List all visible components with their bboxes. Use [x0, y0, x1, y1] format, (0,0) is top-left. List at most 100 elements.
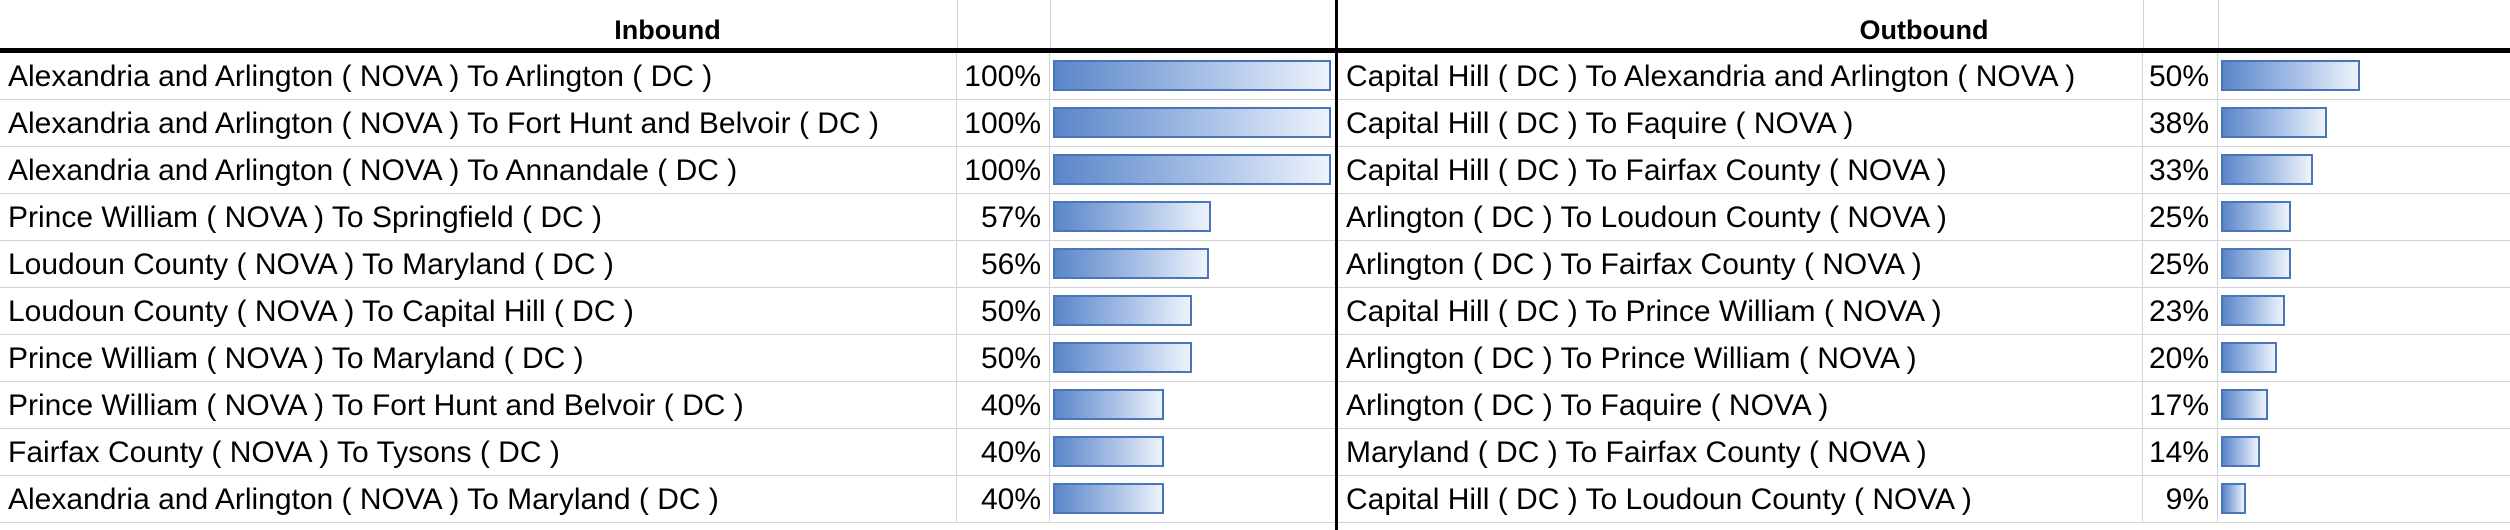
inbound-panel: Inbound Alexandria and Arlington ( NOVA … — [0, 0, 1335, 523]
table-row: Alexandria and Arlington ( NOVA ) To For… — [0, 100, 1335, 147]
inbound-rows: Alexandria and Arlington ( NOVA ) To Arl… — [0, 53, 1335, 523]
percent-label: 25% — [2143, 194, 2218, 240]
route-label: Arlington ( DC ) To Faquire ( NOVA ) — [1338, 382, 2143, 428]
route-label: Alexandria and Arlington ( NOVA ) To Ann… — [0, 147, 957, 193]
bar-cell — [1050, 382, 1332, 428]
bar-cell — [2218, 147, 2503, 193]
percent-label: 23% — [2143, 288, 2218, 334]
header-separator — [2218, 0, 2219, 48]
inbound-header: Inbound — [0, 0, 1335, 53]
bar-cell — [1050, 100, 1332, 146]
bar-cell — [1050, 476, 1332, 522]
data-bar — [2221, 342, 2277, 373]
bar-cell — [2218, 194, 2503, 240]
data-bar — [2221, 483, 2247, 514]
route-label: Alexandria and Arlington ( NOVA ) To Mar… — [0, 476, 957, 522]
route-label: Capital Hill ( DC ) To Faquire ( NOVA ) — [1338, 100, 2143, 146]
data-bar — [1053, 154, 1331, 185]
route-label: Loudoun County ( NOVA ) To Maryland ( DC… — [0, 241, 957, 287]
data-bar — [2221, 248, 2291, 279]
header-separator — [957, 0, 958, 48]
route-label: Fairfax County ( NOVA ) To Tysons ( DC ) — [0, 429, 957, 475]
percent-label: 50% — [957, 288, 1050, 334]
outbound-header: Outbound — [1338, 0, 2510, 53]
data-bar — [1053, 342, 1192, 373]
percent-label: 57% — [957, 194, 1050, 240]
table-row: Arlington ( DC ) To Fairfax County ( NOV… — [1338, 241, 2510, 288]
table-row: Alexandria and Arlington ( NOVA ) To Ann… — [0, 147, 1335, 194]
route-label: Capital Hill ( DC ) To Alexandria and Ar… — [1338, 53, 2143, 99]
data-bar — [2221, 436, 2260, 467]
table-row: Arlington ( DC ) To Prince William ( NOV… — [1338, 335, 2510, 382]
table-row: Capital Hill ( DC ) To Loudoun County ( … — [1338, 476, 2510, 523]
table-row: Fairfax County ( NOVA ) To Tysons ( DC )… — [0, 429, 1335, 476]
percent-label: 17% — [2143, 382, 2218, 428]
data-bar — [2221, 201, 2291, 232]
percent-label: 56% — [957, 241, 1050, 287]
route-label: Maryland ( DC ) To Fairfax County ( NOVA… — [1338, 429, 2143, 475]
route-label: Prince William ( NOVA ) To Maryland ( DC… — [0, 335, 957, 381]
data-bar — [1053, 60, 1331, 91]
table-row: Loudoun County ( NOVA ) To Maryland ( DC… — [0, 241, 1335, 288]
header-separator — [2143, 0, 2144, 48]
data-bar — [1053, 389, 1165, 420]
percent-label: 100% — [957, 100, 1050, 146]
bar-cell — [1050, 429, 1332, 475]
data-bar — [1053, 201, 1212, 232]
bar-cell — [2218, 335, 2503, 381]
route-label: Arlington ( DC ) To Loudoun County ( NOV… — [1338, 194, 2143, 240]
table-row: Capital Hill ( DC ) To Prince William ( … — [1338, 288, 2510, 335]
table-row: Loudoun County ( NOVA ) To Capital Hill … — [0, 288, 1335, 335]
percent-label: 14% — [2143, 429, 2218, 475]
table-row: Alexandria and Arlington ( NOVA ) To Arl… — [0, 53, 1335, 100]
route-label: Capital Hill ( DC ) To Loudoun County ( … — [1338, 476, 2143, 522]
data-bar — [2221, 389, 2269, 420]
bar-cell — [1050, 241, 1332, 287]
table-row: Arlington ( DC ) To Loudoun County ( NOV… — [1338, 194, 2510, 241]
table-row: Capital Hill ( DC ) To Faquire ( NOVA ) 3… — [1338, 100, 2510, 147]
percent-label: 50% — [2143, 53, 2218, 99]
percent-label: 9% — [2143, 476, 2218, 522]
bar-cell — [2218, 382, 2503, 428]
panel-divider — [1335, 0, 1338, 530]
data-bar — [2221, 60, 2360, 91]
data-bar — [1053, 295, 1192, 326]
data-bar — [1053, 248, 1209, 279]
bar-cell — [2218, 241, 2503, 287]
bar-cell — [1050, 53, 1332, 99]
percent-label: 20% — [2143, 335, 2218, 381]
percent-label: 50% — [957, 335, 1050, 381]
table-row: Capital Hill ( DC ) To Fairfax County ( … — [1338, 147, 2510, 194]
header-separator — [1050, 0, 1051, 48]
route-label: Alexandria and Arlington ( NOVA ) To Arl… — [0, 53, 957, 99]
table-row: Alexandria and Arlington ( NOVA ) To Mar… — [0, 476, 1335, 523]
route-label: Loudoun County ( NOVA ) To Capital Hill … — [0, 288, 957, 334]
route-label: Arlington ( DC ) To Prince William ( NOV… — [1338, 335, 2143, 381]
percent-label: 100% — [957, 53, 1050, 99]
table-row: Arlington ( DC ) To Faquire ( NOVA ) 17% — [1338, 382, 2510, 429]
route-label: Arlington ( DC ) To Fairfax County ( NOV… — [1338, 241, 2143, 287]
bar-cell — [1050, 147, 1332, 193]
bar-cell — [2218, 53, 2503, 99]
data-bar — [2221, 107, 2327, 138]
outbound-panel: Outbound Capital Hill ( DC ) To Alexandr… — [1338, 0, 2510, 523]
table-row: Prince William ( NOVA ) To Springfield (… — [0, 194, 1335, 241]
percent-label: 25% — [2143, 241, 2218, 287]
route-label: Prince William ( NOVA ) To Fort Hunt and… — [0, 382, 957, 428]
table-row: Maryland ( DC ) To Fairfax County ( NOVA… — [1338, 429, 2510, 476]
bar-cell — [2218, 476, 2503, 522]
route-label: Alexandria and Arlington ( NOVA ) To For… — [0, 100, 957, 146]
percent-label: 100% — [957, 147, 1050, 193]
percent-label: 38% — [2143, 100, 2218, 146]
data-bar — [1053, 483, 1165, 514]
percent-label: 40% — [957, 476, 1050, 522]
data-bar — [1053, 107, 1331, 138]
table-row: Capital Hill ( DC ) To Alexandria and Ar… — [1338, 53, 2510, 100]
bar-cell — [1050, 194, 1332, 240]
bar-cell — [1050, 335, 1332, 381]
table-row: Prince William ( NOVA ) To Maryland ( DC… — [0, 335, 1335, 382]
percent-label: 33% — [2143, 147, 2218, 193]
bar-cell — [2218, 429, 2503, 475]
table-row: Prince William ( NOVA ) To Fort Hunt and… — [0, 382, 1335, 429]
